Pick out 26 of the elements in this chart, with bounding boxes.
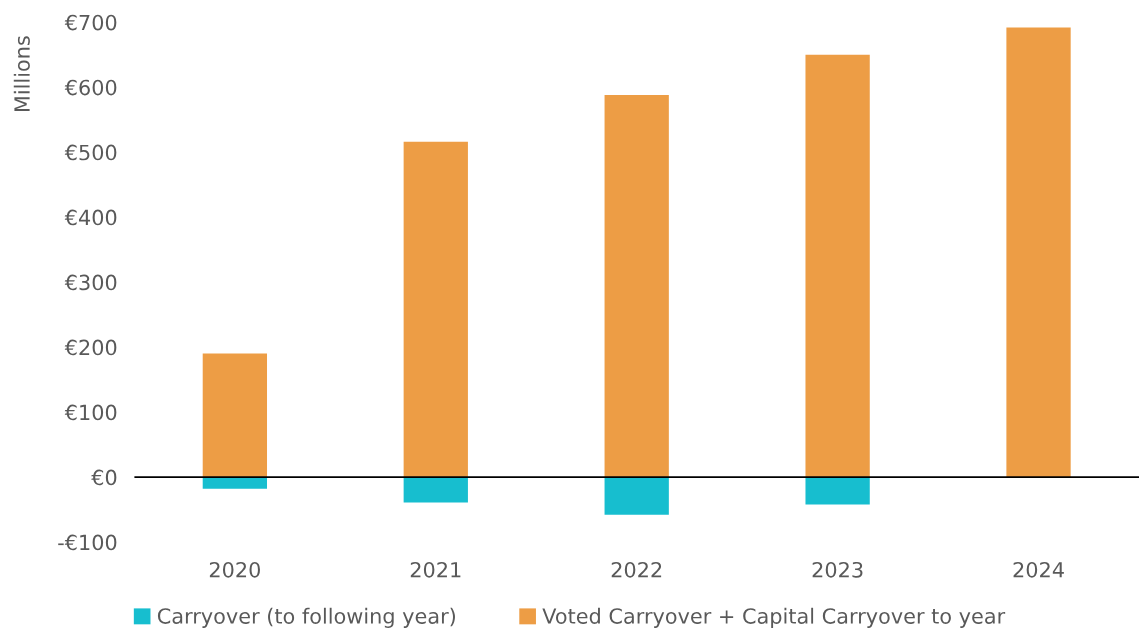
x-tick-label: 2023 (812, 561, 863, 578)
y-tick-label: €300 (64, 274, 117, 291)
bar (1006, 27, 1071, 478)
y-tick-label: €600 (64, 79, 117, 96)
y-tick-label: €400 (64, 209, 117, 226)
y-tick-label: €100 (64, 404, 117, 421)
y-axis-title: Millions (13, 36, 30, 112)
y-tick-label: €0 (91, 469, 117, 486)
bar (403, 477, 468, 503)
bar (805, 54, 870, 478)
legend-label: Carryover (to following year) (157, 607, 455, 628)
bar (604, 94, 669, 478)
bar (604, 477, 669, 515)
bar (202, 477, 268, 489)
x-tick-label: 2021 (410, 561, 461, 578)
y-tick-label: -€100 (58, 534, 117, 551)
y-tick-label: €700 (64, 14, 117, 31)
x-tick-label: 2020 (209, 561, 260, 578)
bar (805, 477, 870, 505)
y-tick-label: €200 (64, 339, 117, 356)
x-tick-label: 2022 (611, 561, 662, 578)
bar (202, 353, 268, 478)
legend-label: Voted Carryover + Capital Carryover to year (542, 607, 1006, 628)
bar (403, 141, 468, 478)
y-tick-label: €500 (64, 144, 117, 161)
x-tick-label: 2024 (1013, 561, 1064, 578)
